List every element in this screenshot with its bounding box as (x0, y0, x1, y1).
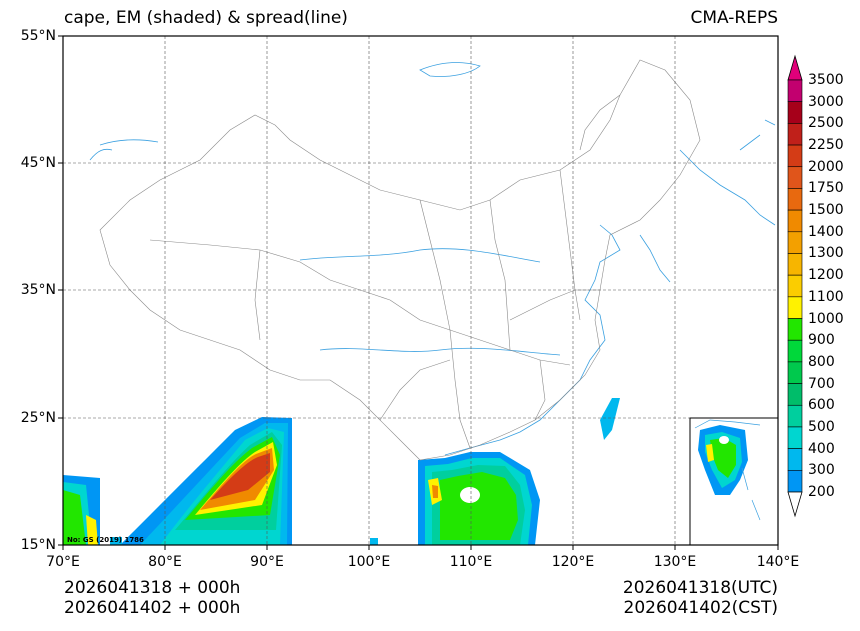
cst-time: 2026041402(CST) (623, 598, 778, 618)
colorbar-segment (787, 166, 803, 189)
colorbar-segment (787, 209, 803, 233)
lat-label-15: 15°N (20, 537, 56, 553)
lon-label-130: 130°E (653, 554, 697, 570)
lon-label-100: 100°E (347, 554, 391, 570)
province-borders (99, 59, 701, 461)
axis-ticks (58, 35, 779, 550)
colorbar-segment (787, 426, 803, 449)
lat-label-45: 45°N (20, 155, 56, 171)
lon-label-120: 120°E (551, 554, 595, 570)
cape-shading-south-china (418, 398, 620, 545)
colorbar-segment (787, 318, 803, 341)
colorbar-level-label: 3000 (808, 93, 844, 110)
colorbar-segment (787, 231, 803, 254)
colorbar-bottom-arrow (787, 491, 803, 518)
cape-blob (110, 537, 122, 545)
colorbar-segment (787, 339, 803, 363)
lon-label-140: 140°E (756, 554, 800, 570)
colorbar-level-label: 200 (808, 484, 835, 500)
colorbar-segment (787, 144, 803, 168)
colorbar-level-label: 2250 (808, 137, 844, 154)
colorbar-segment (787, 470, 803, 493)
colorbar-level-label: 900 (808, 332, 835, 349)
lat-label-55: 55°N (20, 28, 56, 44)
colorbar-level-label: 400 (808, 440, 835, 457)
lon-label-70: 70°E (46, 554, 80, 570)
coastlines-and-rivers (89, 62, 776, 456)
colorbar-level-label: 2000 (808, 158, 844, 175)
valid-time-line: 2026041402 + 000h (64, 598, 241, 618)
colorbar-level-label: 1400 (808, 223, 844, 240)
cape-shading-arabian-sea (63, 475, 100, 545)
colorbar-top-arrow (787, 54, 803, 81)
footer-right: 2026041318(UTC) 2026041402(CST) (623, 578, 778, 618)
init-time-line: 2026041318 + 000h (64, 578, 241, 598)
colorbar-level-label: 2500 (808, 115, 844, 132)
colorbar-level-label: 1000 (808, 310, 844, 327)
colorbar-level-label: 1750 (808, 180, 844, 197)
colorbar-level-label: 600 (808, 397, 835, 414)
graticule (63, 36, 778, 545)
lon-label-80: 80°E (148, 554, 182, 570)
colorbar-level-label: 800 (808, 353, 835, 370)
footer-left: 2026041318 + 000h 2026041402 + 000h (64, 578, 240, 618)
map-approval-number: No: GS (2019) 1786 (67, 536, 144, 544)
lon-label-110: 110°E (449, 554, 493, 570)
colorbar-segment (787, 404, 803, 428)
lon-label-90: 90°E (250, 554, 284, 570)
colorbar-level-label: 1300 (808, 245, 844, 262)
colorbar-segment (787, 383, 803, 406)
colorbar-level-label: 3500 (808, 72, 844, 88)
colorbar-level-label: 1200 (808, 267, 844, 284)
colorbar-segment (787, 101, 803, 124)
chart-title: cape, EM (shaded) & spread(line) (64, 8, 348, 28)
colorbar-segment (787, 79, 803, 102)
model-name: CMA-REPS (690, 8, 778, 28)
colorbar-segment (787, 448, 803, 471)
colorbar-segment (787, 274, 803, 298)
cape-blob (370, 538, 378, 545)
colorbar-segment (787, 188, 803, 211)
colorbar-level-label: 300 (808, 462, 835, 479)
colorbar-level-label: 1500 (808, 202, 844, 219)
colorbar-segment (787, 123, 803, 146)
cape-shading-bay-of-bengal (120, 417, 292, 545)
colorbar-segment (787, 253, 803, 276)
lat-label-25: 25°N (20, 410, 56, 426)
colorbar-level-label: 1100 (808, 288, 844, 305)
colorbar-segment (787, 361, 803, 384)
colorbar-level-label: 500 (808, 418, 835, 435)
colorbar (787, 54, 803, 518)
south-china-sea-inset (689, 417, 779, 546)
utc-time: 2026041318(UTC) (622, 578, 778, 598)
colorbar-segment (787, 296, 803, 319)
colorbar-level-label: 700 (808, 375, 835, 392)
lat-label-35: 35°N (20, 282, 56, 298)
